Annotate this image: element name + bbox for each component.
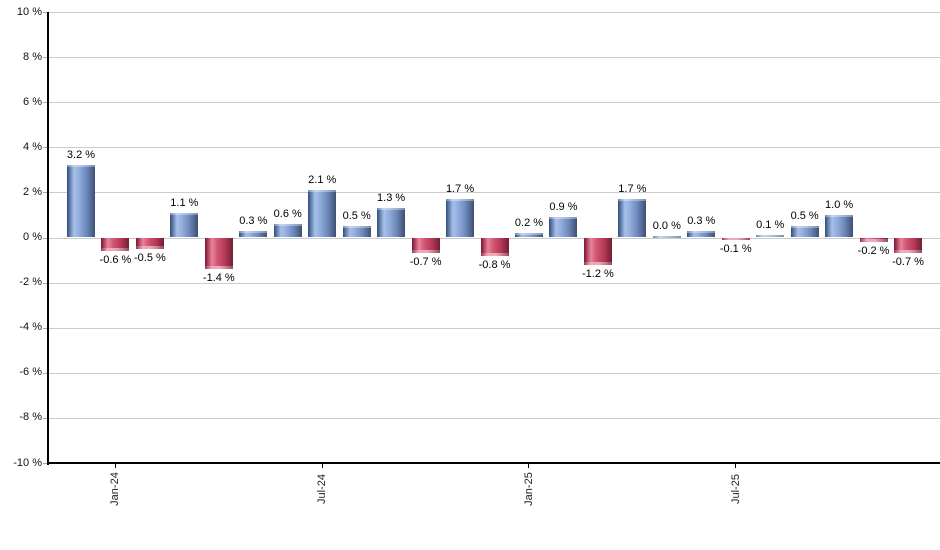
bar-value-label: 1.3 %: [377, 192, 406, 205]
gridline: [48, 192, 940, 194]
bar-value-label: -0.6 %: [99, 254, 132, 267]
bar-Sep-25: [790, 226, 819, 238]
x-axis-tick-label: Jan-24: [109, 472, 122, 506]
y-axis-tick: [43, 327, 48, 329]
bar-value-label: 0.3 %: [239, 214, 268, 227]
x-axis-tick-label: Jul-25: [729, 474, 742, 504]
bar-Apr-25: [618, 199, 647, 238]
y-axis-tick-label: 8 %: [23, 50, 42, 63]
bar-value-label: 2.1 %: [308, 174, 337, 187]
y-axis-tick: [43, 147, 48, 149]
bar-Feb-25: [549, 217, 578, 238]
bar-Jun-24: [273, 223, 302, 238]
bar-value-label: 0.0 %: [652, 220, 681, 232]
x-axis-tick-label: Jan-25: [522, 472, 535, 506]
x-axis-tick: [528, 462, 530, 468]
y-axis-tick: [43, 282, 48, 284]
bar-value-label: -0.7 %: [409, 256, 442, 269]
bar-Oct-24: [411, 237, 440, 254]
y-axis-tick: [43, 102, 48, 104]
y-axis-tick: [43, 57, 48, 59]
bar-May-24: [239, 230, 268, 238]
y-axis-tick-label: 0 %: [23, 231, 42, 243]
y-axis-tick-label: 4 %: [23, 140, 42, 153]
bar-Jan-25: [514, 232, 543, 238]
bar-Nov-24: [446, 199, 475, 238]
gridline: [48, 417, 940, 419]
y-axis-tick: [43, 192, 48, 194]
y-axis-tick-label: -10 %: [13, 456, 42, 469]
bar-Jun-25: [687, 230, 716, 238]
bar-Nov-25: [859, 237, 888, 242]
gridline: [48, 57, 940, 59]
bar-value-label: -0.1 %: [719, 242, 752, 255]
bar-value-label: 1.7 %: [445, 183, 475, 196]
y-axis-tick-label: -4 %: [19, 321, 42, 334]
bar-Mar-25: [583, 237, 612, 265]
y-axis-tick: [43, 372, 48, 374]
gridline: [48, 147, 940, 149]
bar-Sep-24: [377, 208, 406, 238]
bar-value-label: -0.5 %: [134, 251, 166, 264]
bar-value-label: 0.6 %: [273, 207, 302, 220]
bar-Aug-25: [756, 235, 785, 238]
y-axis-tick: [43, 417, 48, 419]
bar-value-label: 0.3 %: [687, 214, 716, 227]
bar-value-label: 0.2 %: [514, 216, 544, 229]
bar-value-label: -0.7 %: [892, 256, 924, 269]
bar-Jul-25: [721, 236, 750, 241]
x-axis-line: [47, 462, 940, 464]
y-axis-tick-label: -6 %: [19, 366, 42, 379]
bar-value-label: 0.5 %: [790, 210, 819, 223]
bar-value-label: 1.0 %: [825, 198, 854, 211]
bar-Dec-25: [894, 237, 923, 254]
y-axis-tick: [43, 237, 48, 239]
bar-Feb-24: [135, 237, 164, 250]
y-axis-tick-label: 2 %: [23, 185, 42, 198]
bar-May-25: [652, 236, 681, 238]
x-axis-tick: [114, 462, 116, 468]
bar-Aug-24: [342, 226, 371, 238]
gridline: [48, 282, 940, 284]
x-axis-tick-label: Jul-24: [316, 474, 329, 504]
bar-value-label: -1.4 %: [202, 272, 235, 285]
y-axis-tick-label: 6 %: [23, 95, 42, 108]
bar-Oct-25: [825, 214, 854, 238]
bar-Apr-24: [204, 237, 233, 270]
gridline: [48, 102, 940, 104]
y-axis-tick-label: -2 %: [19, 276, 42, 289]
bar-value-label: -0.2 %: [857, 245, 890, 257]
bar-value-label: 0.9 %: [549, 201, 578, 214]
bar-Jan-24: [101, 237, 130, 252]
gridline: [48, 372, 940, 374]
y-axis-tick-label: 10 %: [16, 5, 42, 18]
x-axis-tick: [321, 462, 323, 468]
bar-value-label: 1.7 %: [618, 183, 647, 196]
y-axis-tick: [43, 12, 48, 13]
bar-value-label: -1.2 %: [581, 267, 614, 280]
x-axis-tick: [735, 462, 737, 468]
bar-value-label: -0.8 %: [478, 258, 511, 271]
bar-Dec-23: [67, 165, 95, 238]
y-axis-line: [47, 12, 49, 465]
gridline: [48, 327, 940, 329]
bar-Jul-24: [308, 190, 337, 238]
bar-value-label: 1.1 %: [170, 196, 199, 209]
bar-Dec-24: [480, 237, 509, 256]
bar-Mar-24: [170, 212, 199, 238]
y-axis-tick: [43, 463, 48, 464]
bar-value-label: 3.2 %: [66, 149, 96, 162]
bar-value-label: 0.1 %: [756, 219, 785, 232]
y-axis-tick-label: -8 %: [19, 411, 42, 424]
gridline: [48, 12, 940, 13]
bar-value-label: 0.5 %: [342, 210, 371, 223]
